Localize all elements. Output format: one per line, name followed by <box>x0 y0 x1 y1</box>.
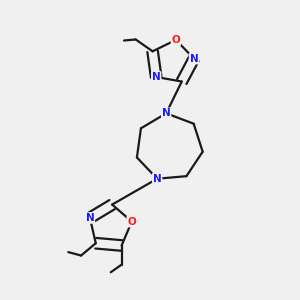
Text: O: O <box>128 217 136 226</box>
Text: O: O <box>172 35 180 45</box>
Text: N: N <box>162 108 171 118</box>
Text: N: N <box>190 54 198 64</box>
Text: N: N <box>153 174 161 184</box>
Text: N: N <box>85 213 94 223</box>
Text: N: N <box>152 72 161 82</box>
